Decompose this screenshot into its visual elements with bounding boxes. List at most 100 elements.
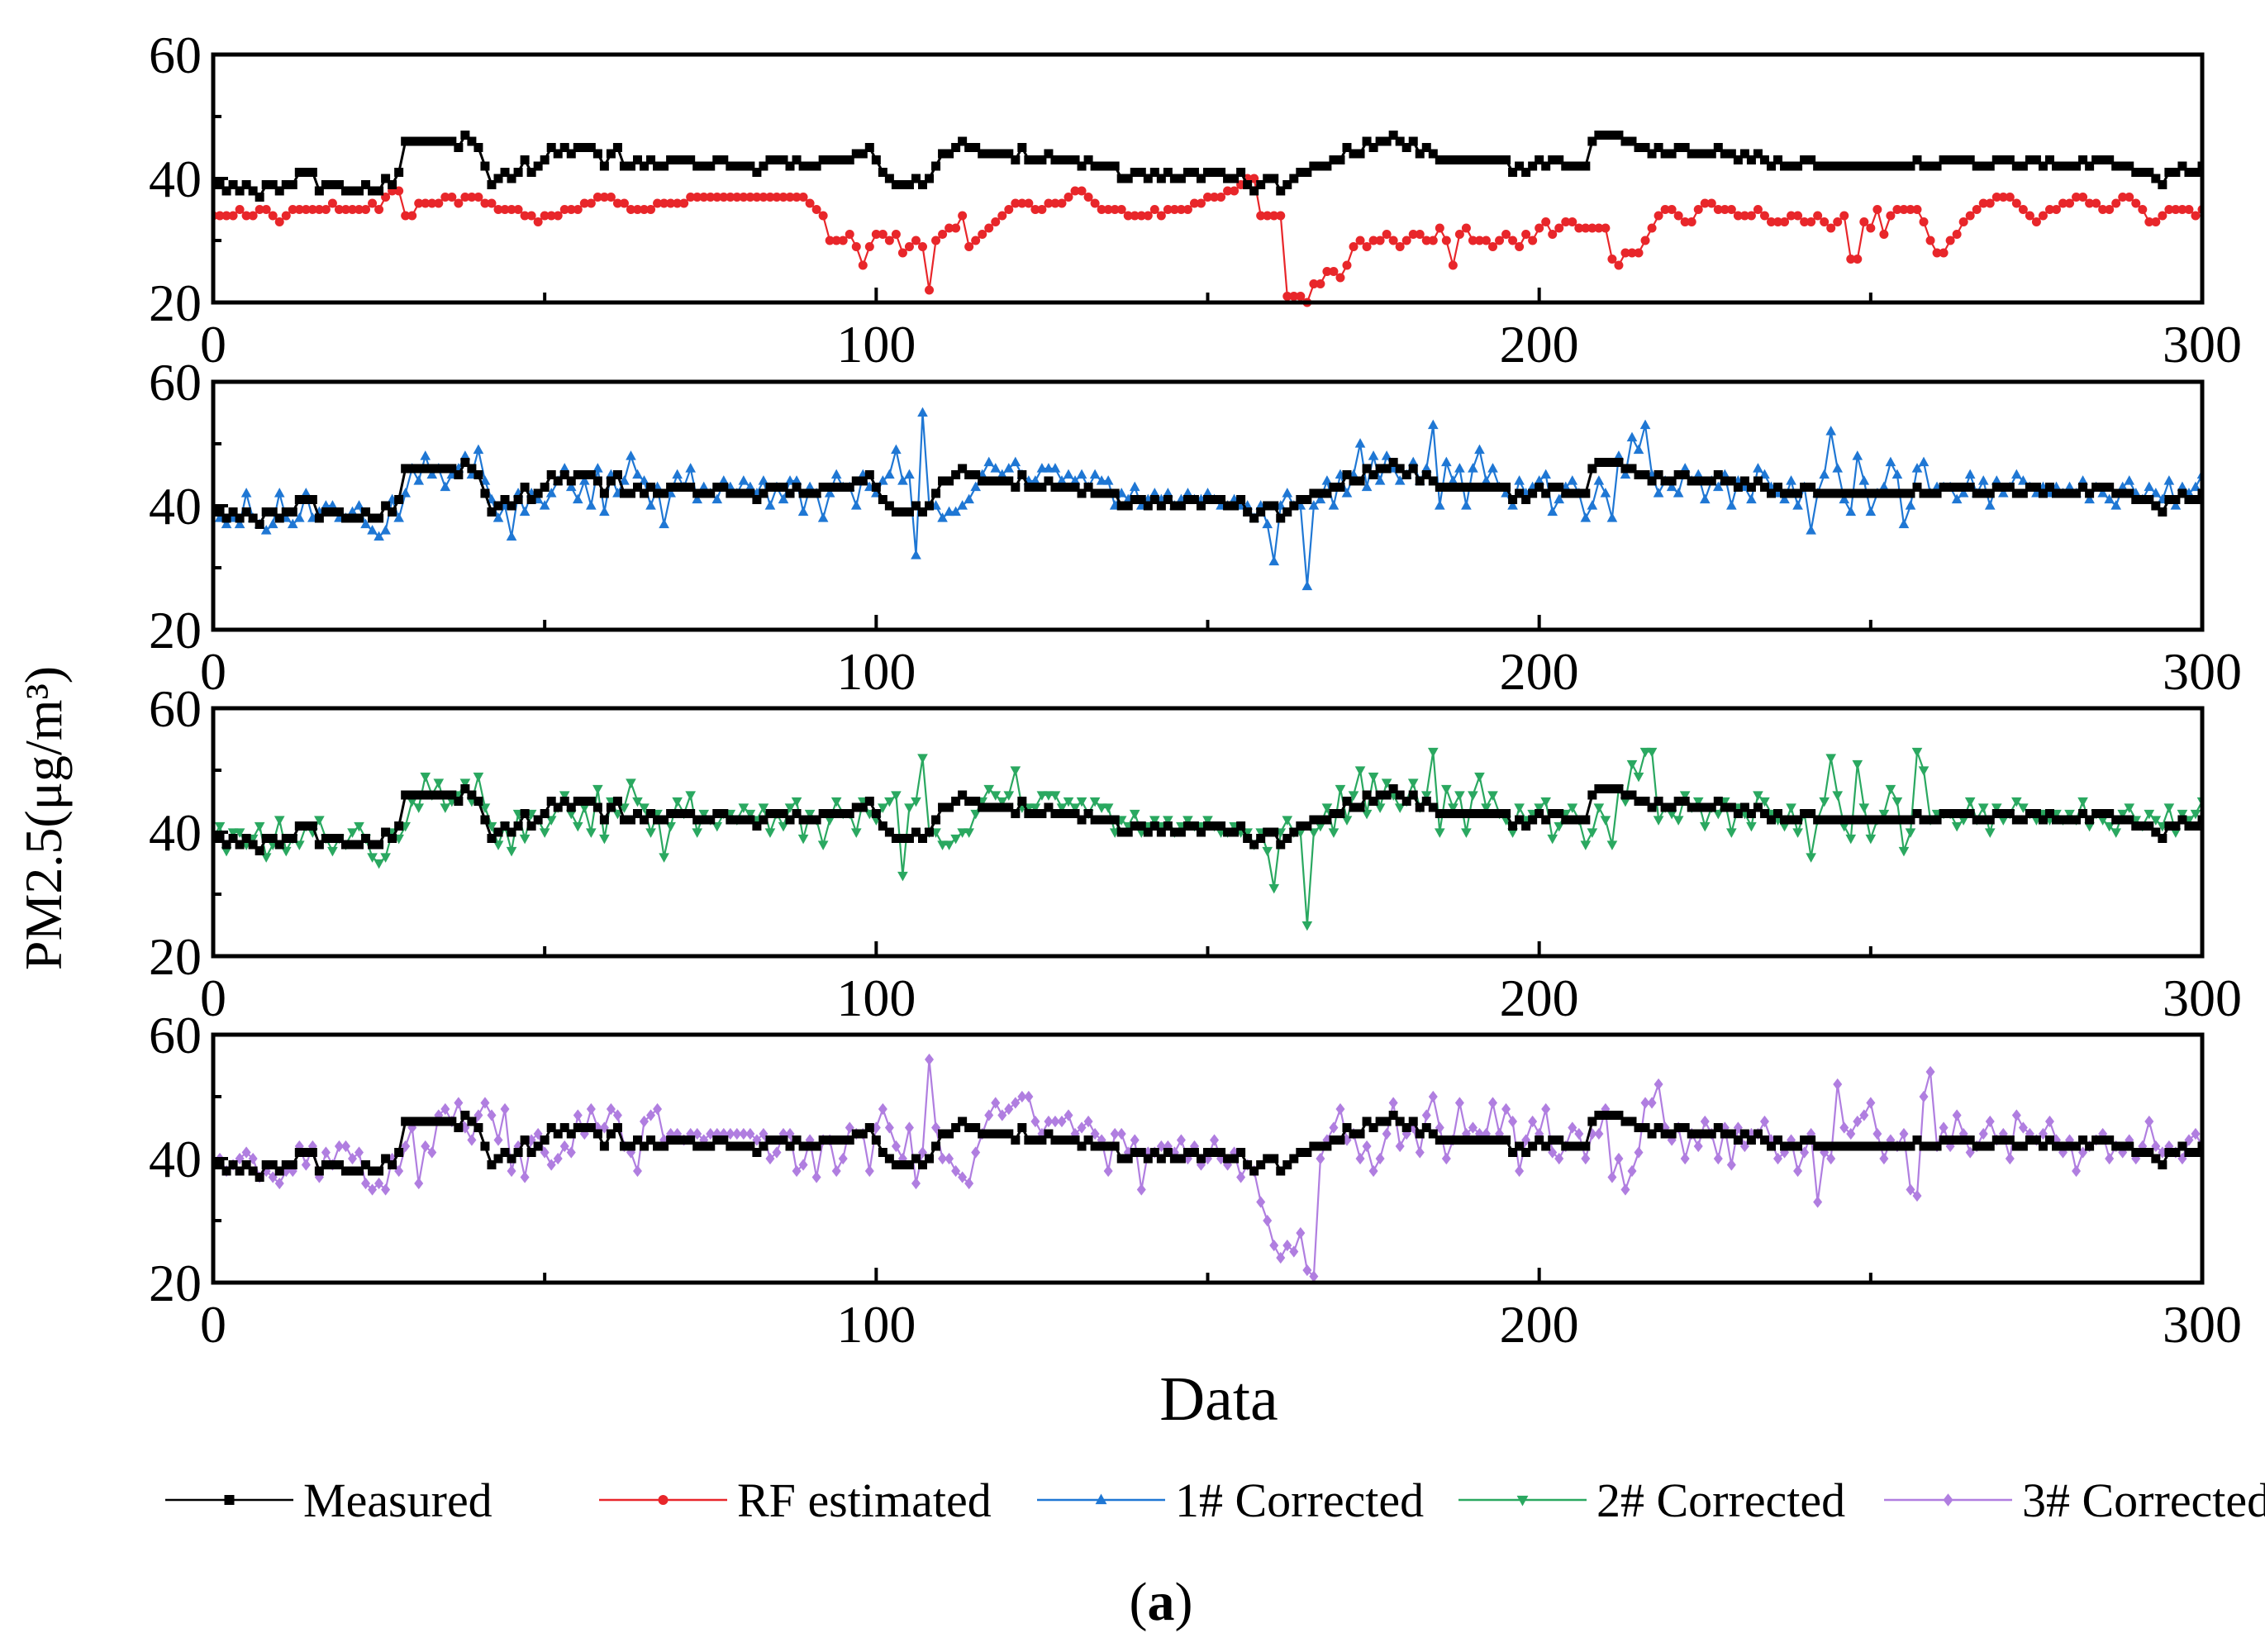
point-measured — [864, 470, 874, 479]
point-2-corrected — [884, 797, 895, 807]
point-measured — [334, 507, 344, 517]
point-1-corrected — [400, 488, 412, 498]
point-measured — [632, 155, 642, 164]
point-1-corrected — [274, 488, 285, 498]
point-measured — [2044, 809, 2054, 818]
point-measured — [1110, 161, 1120, 171]
point-measured — [374, 186, 384, 196]
point-2-corrected — [2230, 803, 2241, 813]
point-measured — [2218, 1142, 2227, 1151]
point-rf-estimated — [706, 193, 716, 202]
point-measured — [1508, 168, 1518, 177]
point-measured — [2244, 483, 2253, 492]
point-measured — [1680, 143, 1690, 152]
point-rf-estimated — [778, 193, 788, 202]
point-rf-estimated — [1726, 205, 1736, 214]
point-2-corrected — [1852, 759, 1863, 770]
point-measured — [1932, 1141, 1942, 1151]
point-measured — [666, 155, 676, 164]
point-measured — [945, 476, 954, 486]
point-measured — [1289, 174, 1299, 183]
point-rf-estimated — [971, 236, 981, 245]
point-measured — [805, 1141, 815, 1151]
point-2-corrected — [1069, 803, 1081, 813]
point-1-corrected — [1587, 500, 1598, 510]
point-2-corrected — [1819, 797, 1830, 807]
point-rf-estimated — [1508, 236, 1518, 245]
point-measured — [1806, 809, 1816, 818]
legend-marker — [1943, 1493, 1953, 1507]
point-measured — [1634, 1123, 1644, 1132]
point-measured — [1627, 790, 1637, 800]
point-measured — [825, 809, 835, 818]
point-measured — [2018, 1141, 2028, 1151]
point-measured — [2205, 816, 2214, 825]
point-3-corrected — [1833, 1078, 1843, 1091]
point-measured — [1706, 1129, 1716, 1139]
point-measured — [1925, 488, 1935, 498]
point-2-corrected — [2097, 816, 2108, 826]
point-measured — [1800, 809, 1810, 818]
point-1-corrected — [240, 488, 252, 498]
point-rf-estimated — [327, 198, 337, 208]
point-rf-estimated — [1912, 205, 1922, 214]
point-1-corrected — [293, 512, 305, 522]
point-1-corrected — [937, 512, 948, 522]
point-1-corrected — [698, 481, 710, 492]
point-measured — [765, 1135, 775, 1145]
point-1-corrected — [234, 518, 245, 529]
point-rf-estimated — [2144, 217, 2154, 226]
point-measured — [261, 180, 271, 189]
point-measured — [1097, 1141, 1106, 1151]
point-2-corrected — [2177, 809, 2188, 820]
point-2-corrected — [1958, 816, 1969, 826]
point-measured — [1548, 809, 1558, 818]
point-1-corrected — [260, 525, 272, 535]
point-measured — [1561, 161, 1571, 171]
point-1-corrected — [2204, 482, 2215, 492]
point-1-corrected — [1606, 512, 1618, 522]
point-measured — [1866, 488, 1876, 498]
point-measured — [1395, 136, 1405, 146]
point-1-corrected — [539, 500, 550, 510]
point-2-corrected — [1514, 803, 1525, 813]
point-3-corrected — [1210, 1134, 1220, 1146]
point-1-corrected — [1427, 419, 1439, 430]
point-measured — [1269, 1154, 1279, 1164]
point-rf-estimated — [1972, 205, 1982, 214]
legend-label: 2# Corrected — [1596, 1473, 1845, 1527]
point-rf-estimated — [1030, 205, 1040, 214]
point-rf-estimated — [1773, 217, 1783, 226]
point-measured — [2244, 809, 2253, 818]
point-rf-estimated — [268, 211, 278, 221]
point-rf-estimated — [1680, 217, 1690, 226]
point-measured — [1501, 1135, 1511, 1145]
point-measured — [394, 1148, 404, 1157]
point-measured — [640, 815, 650, 825]
point-1-corrected — [738, 475, 749, 485]
point-rf-estimated — [427, 198, 437, 208]
point-3-corrected — [520, 1171, 530, 1183]
point-rf-estimated — [884, 236, 894, 245]
point-measured — [1899, 488, 1909, 498]
point-3-corrected — [792, 1164, 802, 1178]
point-measured — [1097, 815, 1106, 825]
point-2-corrected — [1984, 828, 1996, 838]
point-measured — [1886, 815, 1896, 825]
point-measured — [2211, 816, 2220, 825]
point-measured — [573, 470, 583, 479]
point-measured — [1554, 1135, 1564, 1145]
point-measured — [2025, 809, 2034, 818]
point-measured — [1687, 802, 1696, 812]
point-measured — [228, 1160, 238, 1169]
point-measured — [1196, 1154, 1206, 1164]
point-measured — [546, 470, 556, 479]
point-measured — [1972, 488, 1982, 498]
point-measured — [381, 501, 391, 511]
point-measured — [871, 483, 881, 492]
point-2-corrected — [1394, 803, 1406, 813]
point-measured — [540, 809, 550, 818]
point-3-corrected — [1256, 1196, 1266, 1208]
point-measured — [745, 161, 755, 171]
point-3-corrected — [1985, 1115, 1995, 1128]
